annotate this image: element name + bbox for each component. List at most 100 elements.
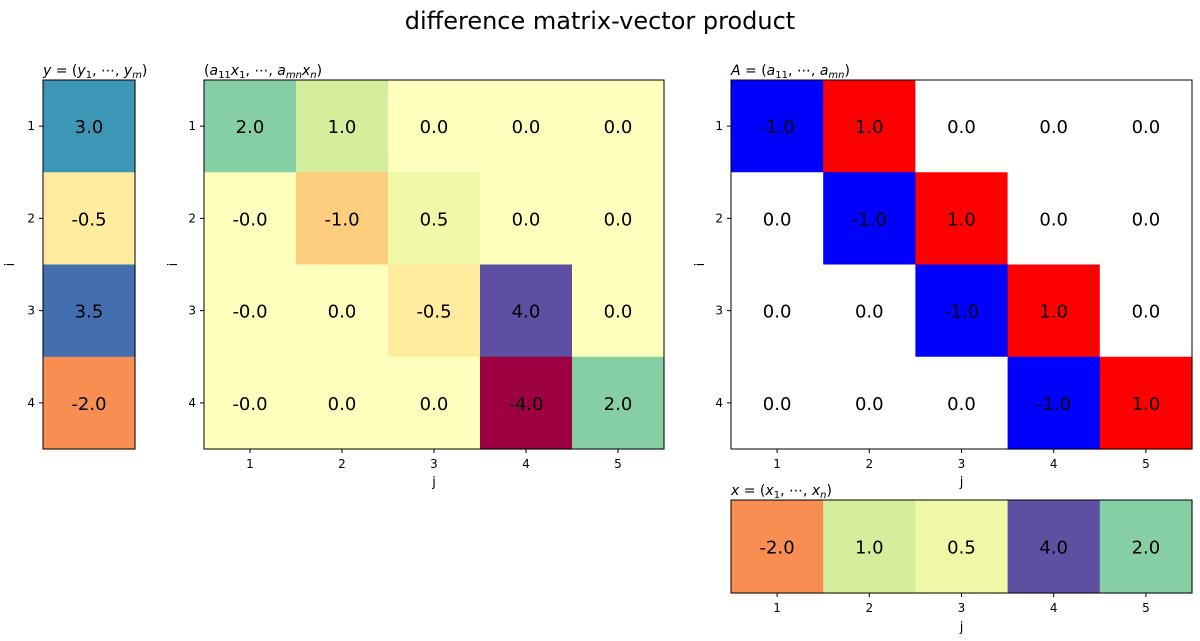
x-tick-label: 5: [614, 457, 622, 471]
heatmap-cell: [1099, 80, 1193, 173]
y-axis-label: i: [693, 263, 708, 267]
cell-value-label: 1.0: [855, 538, 884, 559]
cell-value-label: -1.0: [852, 209, 887, 230]
cell-value-label: 0.0: [947, 394, 976, 415]
cell-value-label: 0.0: [855, 302, 884, 323]
y-tick-label: 3: [27, 304, 35, 318]
heatmap-cell: [388, 356, 481, 450]
heatmap-cell: [915, 500, 1009, 594]
y-axis-label: i: [3, 263, 18, 267]
cell-value-label: -4.0: [508, 394, 543, 415]
cell-value-label: 0.0: [420, 394, 449, 415]
cell-value-label: -1.0: [1036, 394, 1071, 415]
heatmap-x: -2.0 1.0 0.5 4.0 2.0 1 2 3 4 5 j: [730, 499, 1193, 635]
cell-value-label: 0.0: [1132, 117, 1161, 138]
heatmap-cell: [296, 264, 389, 358]
cell-value-label: -0.5: [71, 209, 106, 230]
heatmap-cell: [388, 172, 481, 266]
heatmap-cell: [915, 172, 1009, 266]
cell-value-label: -2.0: [71, 394, 106, 415]
y-tick-label: 1: [188, 119, 196, 133]
x-axis-label: j: [959, 475, 964, 490]
heatmap-cell: [204, 356, 297, 450]
x-tick-label: 5: [1142, 457, 1150, 471]
y-tick-label: 1: [27, 119, 35, 133]
panel-title-y: y = (y1, ⋯, ym): [42, 63, 147, 81]
y-tick-label: 1: [715, 119, 723, 133]
x-tick-label: 4: [522, 457, 530, 471]
heatmap-cell: [915, 356, 1009, 450]
cell-value-label: 1.0: [855, 117, 884, 138]
x-tick-label: 2: [865, 601, 873, 615]
heatmap-cell: [915, 80, 1009, 173]
heatmap-cell: [915, 264, 1009, 358]
cell-value-label: 0.0: [328, 394, 357, 415]
heatmap-cell: [480, 172, 573, 266]
y-tick-label: 4: [715, 396, 723, 410]
cell-value-label: -0.5: [416, 302, 451, 323]
heatmap-cell: [823, 80, 916, 173]
heatmap-cell: [572, 264, 665, 358]
y-tick-label: 4: [188, 396, 196, 410]
heatmap-A: -1.0 1.0 0.0 0.0 0.0 0.0 -1.0 1.0 0.0 0.0 0.0 0.0 -1…: [693, 79, 1193, 490]
cell-value-label: 0.0: [1039, 117, 1068, 138]
heatmap-cell: [1007, 80, 1101, 173]
x-tick-label: 3: [958, 601, 966, 615]
y-tick-label: 2: [27, 211, 35, 225]
panel-title-ax: (a11x1, ⋯, amnxn): [204, 63, 322, 81]
cell-value-label: 0.0: [1039, 209, 1068, 230]
x-tick-label: 2: [865, 457, 873, 471]
panel-title-x: x = (x1, ⋯, xn): [730, 483, 832, 501]
heatmap-cell: [480, 356, 573, 450]
cell-value-label: 0.0: [512, 209, 541, 230]
cell-value-label: -2.0: [760, 538, 795, 559]
x-tick-label: 3: [958, 457, 966, 471]
cell-value-label: -1.0: [760, 117, 795, 138]
heatmap-cell: [572, 356, 665, 450]
heatmap-cell: [1007, 500, 1101, 594]
cell-value-label: 0.0: [420, 117, 449, 138]
cell-value-label: 3.5: [75, 302, 104, 323]
cell-value-label: 0.0: [1132, 209, 1161, 230]
cell-value-label: 4.0: [1039, 538, 1068, 559]
cell-value-label: 0.0: [763, 394, 792, 415]
cell-value-label: 0.0: [328, 302, 357, 323]
cell-value-label: 1.0: [1039, 302, 1068, 323]
x-tick-label: 4: [1050, 601, 1058, 615]
cell-value-label: 0.0: [512, 117, 541, 138]
heatmap-cell: [1007, 264, 1101, 358]
heatmap-cell: [731, 80, 824, 173]
heatmap-cell: [43, 80, 136, 173]
heatmap-cell: [1099, 172, 1193, 266]
heatmap-cell: [1007, 172, 1101, 266]
cell-value-label: 4.0: [512, 302, 541, 323]
x-axis-label: j: [959, 620, 964, 635]
heatmap-cell: [1099, 264, 1193, 358]
cell-value-label: -0.0: [232, 302, 267, 323]
heatmap-y: 3.0 -0.5 3.5 -2.0 1 2 3 4 i: [3, 79, 136, 450]
heatmap-cell: [480, 80, 573, 173]
heatmap-cell: [388, 80, 481, 173]
cell-value-label: 1.0: [947, 209, 976, 230]
heatmap-cell: [823, 500, 916, 594]
cell-value-label: -1.0: [944, 302, 979, 323]
heatmap-cell: [43, 264, 136, 358]
heatmap-cell: [296, 80, 389, 173]
heatmap-cell: [823, 172, 916, 266]
heatmap-cell: [43, 172, 136, 266]
heatmap-cell: [823, 356, 916, 450]
cell-value-label: 0.0: [763, 302, 792, 323]
heatmap-cell: [1099, 356, 1193, 450]
x-tick-label: 3: [430, 457, 438, 471]
heatmap-cell: [43, 356, 136, 450]
cell-value-label: 2.0: [1132, 538, 1161, 559]
figure-title: difference matrix-vector product: [405, 7, 795, 35]
cell-value-label: 0.0: [604, 209, 633, 230]
x-tick-label: 1: [773, 457, 781, 471]
heatmap-cell: [731, 264, 824, 358]
heatmap-cell: [204, 264, 297, 358]
heatmap-cell: [572, 80, 665, 173]
cell-value-label: 0.0: [1132, 302, 1161, 323]
cell-value-label: -0.0: [232, 209, 267, 230]
